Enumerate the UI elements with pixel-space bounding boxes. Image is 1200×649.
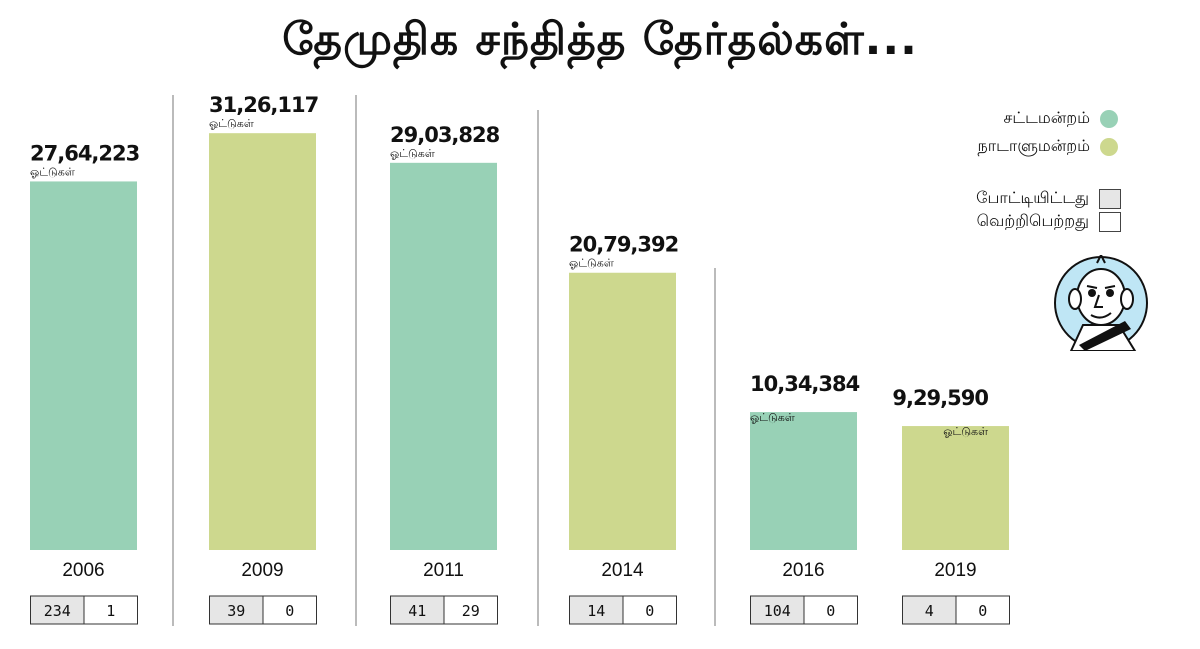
value-label: 10,34,384 <box>750 372 860 396</box>
contested-box <box>209 595 264 625</box>
bar-2009 <box>209 133 316 551</box>
legend-item-assembly: சட்டமன்றம் <box>1004 108 1118 129</box>
contested-box <box>750 595 805 625</box>
won-count: 0 <box>826 602 835 620</box>
contested-count: 39 <box>227 602 245 620</box>
assembly-color-dot <box>1100 109 1118 128</box>
year-label: 2006 <box>62 560 104 581</box>
legend-label-parliament: நாடாளுமன்றம் <box>977 136 1090 155</box>
mascot-logo <box>1054 255 1148 351</box>
won-box <box>443 595 498 625</box>
value-unit-label: ஓட்டுகள் <box>750 411 795 424</box>
chart-title: தேமுதிக சந்தித்த தேர்தல்கள்... <box>282 14 918 65</box>
won-box <box>83 595 138 625</box>
year-label: 2016 <box>782 560 824 581</box>
contested-box <box>30 595 85 625</box>
legend-item-won: வெற்றிபெற்றது <box>977 211 1121 232</box>
bar-2014 <box>569 272 676 550</box>
won-box-swatch <box>1099 211 1121 232</box>
year-label: 2019 <box>934 560 976 581</box>
value-unit-label: ஓட்டுகள் <box>209 117 254 130</box>
value-label: 9,29,590 <box>892 386 988 410</box>
won-count: 29 <box>462 602 480 620</box>
year-label: 2011 <box>423 560 464 581</box>
value-label: 20,79,392 <box>569 233 678 257</box>
value-label: 31,26,117 <box>209 93 318 117</box>
legend-label-won: வெற்றிபெற்றது <box>976 211 1089 230</box>
contested-count: 104 <box>764 602 791 620</box>
won-box <box>262 595 317 625</box>
legend-label-contested: போட்டியிட்டது <box>976 188 1089 207</box>
contested-count: 41 <box>408 602 426 620</box>
won-count: 0 <box>645 602 654 620</box>
bar-2011 <box>390 162 497 550</box>
value-unit-label: ஓட்டுகள் <box>390 147 435 160</box>
won-box <box>955 595 1010 625</box>
value-label: 27,64,223 <box>30 141 139 165</box>
value-label: 29,03,828 <box>390 123 500 147</box>
won-count: 0 <box>978 602 987 620</box>
won-box <box>803 595 858 625</box>
bar-2019 <box>902 426 1009 550</box>
contested-box <box>902 595 957 625</box>
value-unit-label: ஓட்டுகள் <box>569 257 614 270</box>
won-count: 1 <box>106 602 115 620</box>
parliament-color-dot <box>1100 137 1118 156</box>
legend-item-contested: போட்டியிட்டது <box>976 188 1121 209</box>
value-unit-label: ஓட்டுகள் <box>30 165 75 178</box>
contested-count: 4 <box>925 602 934 620</box>
year-label: 2014 <box>601 560 644 581</box>
bar-2006 <box>30 181 137 550</box>
bar-2016 <box>750 412 857 550</box>
won-box <box>622 595 677 625</box>
contested-box <box>390 595 445 625</box>
value-unit-label: ஓட்டுகள் <box>943 425 988 438</box>
contested-count: 14 <box>587 602 605 620</box>
won-count: 0 <box>285 602 294 620</box>
legend-item-parliament: நாடாளுமன்றம் <box>977 136 1118 157</box>
contested-box-swatch <box>1099 188 1121 209</box>
contested-count: 234 <box>44 602 71 620</box>
year-label: 2009 <box>241 560 283 581</box>
legend-label-assembly: சட்டமன்றம் <box>1003 108 1090 127</box>
